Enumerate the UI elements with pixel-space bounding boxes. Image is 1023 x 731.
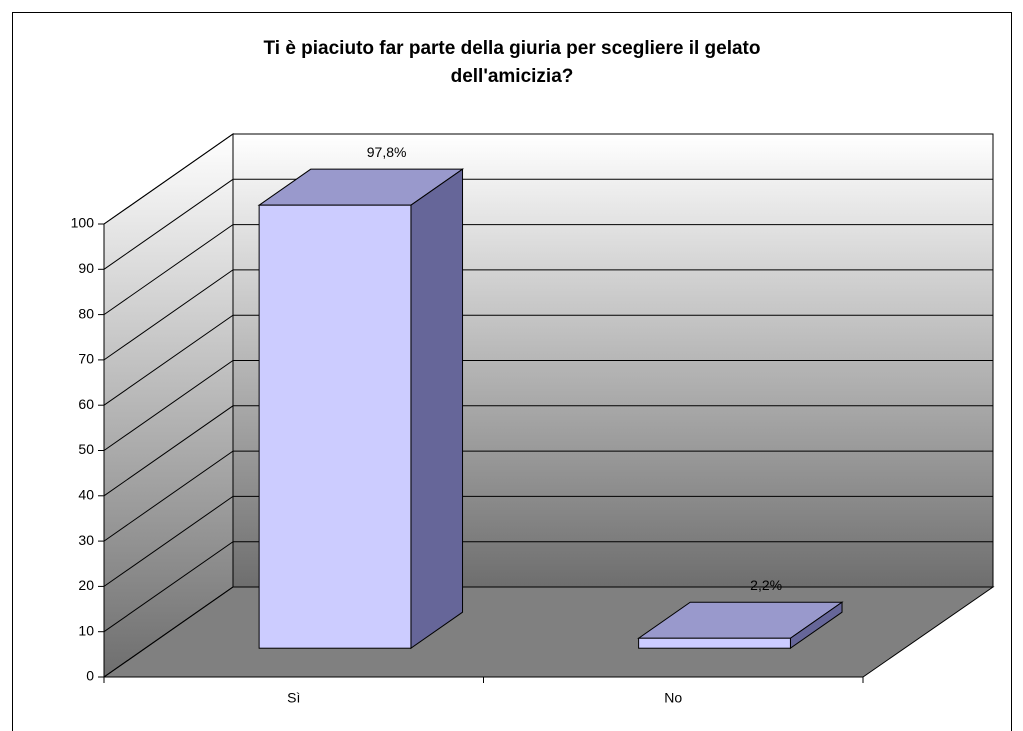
grid-line xyxy=(103,586,993,678)
grid-line xyxy=(103,133,993,225)
grid-line xyxy=(103,450,993,542)
grid-line xyxy=(103,178,993,270)
y-tick-label: 60 xyxy=(78,396,94,412)
bar xyxy=(257,168,465,650)
grid-line xyxy=(103,314,993,406)
y-tick-label: 90 xyxy=(78,260,94,276)
x-tick-label: No xyxy=(664,690,682,706)
value-label: 97,8% xyxy=(367,144,407,160)
grid-line xyxy=(103,360,993,451)
y-tick-label: 40 xyxy=(78,487,94,503)
y-tick-label: 100 xyxy=(71,215,95,231)
y-tick-label: 10 xyxy=(78,622,94,638)
grid-line xyxy=(103,495,993,587)
grid-line xyxy=(103,541,993,633)
chart-title: Ti è piaciuto far parte della giuria per… xyxy=(264,38,761,87)
bar xyxy=(637,601,844,650)
bar-side xyxy=(410,168,464,650)
grid-line xyxy=(103,405,993,497)
floor xyxy=(102,586,995,678)
y-tick-label: 20 xyxy=(78,577,94,593)
grid-line xyxy=(103,224,993,316)
grid-line xyxy=(103,269,993,361)
y-tick-label: 70 xyxy=(78,351,94,367)
value-label: 2,2% xyxy=(750,577,782,593)
y-tick-label: 80 xyxy=(78,305,94,321)
y-tick-label: 30 xyxy=(78,532,94,548)
y-tick-label: 0 xyxy=(86,668,94,684)
bar-front xyxy=(638,637,791,649)
y-tick-label: 50 xyxy=(78,441,94,457)
bar-front xyxy=(258,204,412,649)
x-tick-label: Sì xyxy=(287,690,300,706)
